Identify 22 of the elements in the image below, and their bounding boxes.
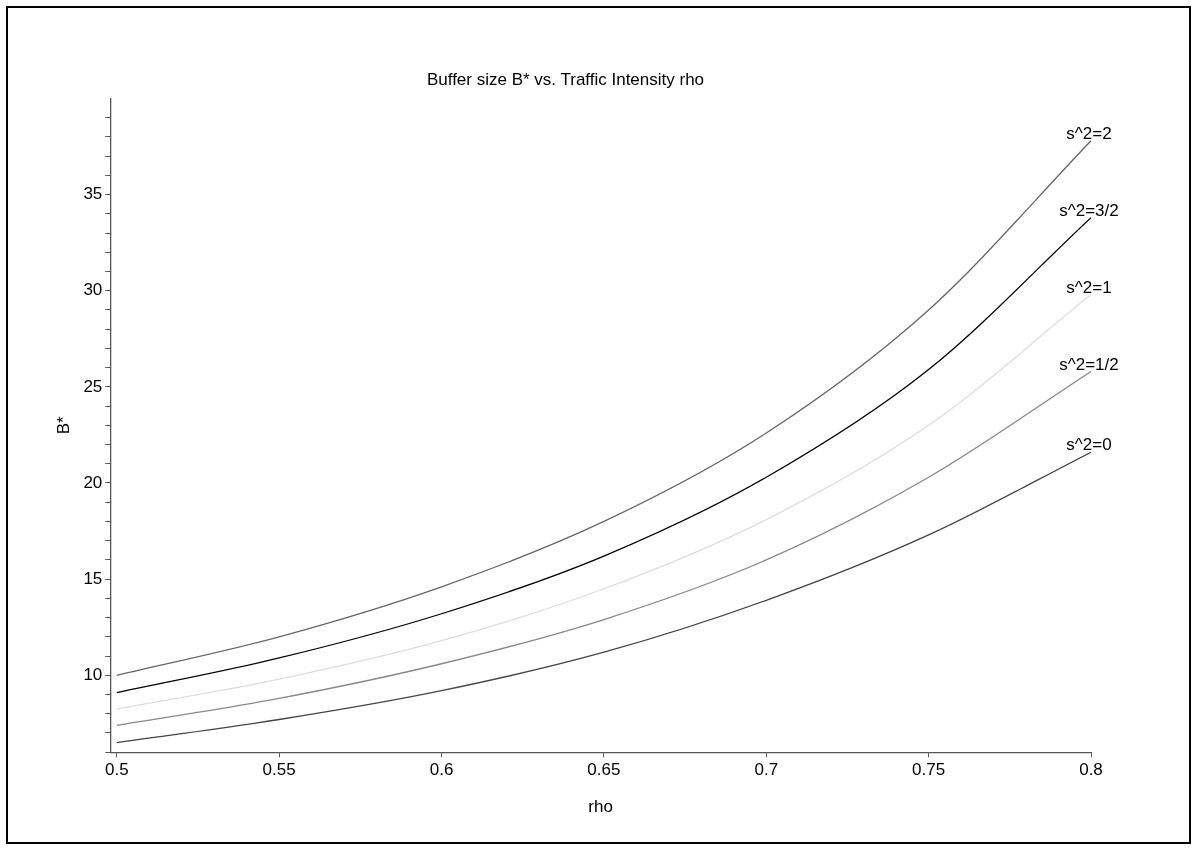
y-tick-label: 25 bbox=[83, 376, 103, 396]
series-label: s^2=1/2 bbox=[1059, 354, 1119, 374]
x-tick-label: 0.65 bbox=[587, 760, 621, 780]
chart-title: Buffer size B* vs. Traffic Intensity rho bbox=[426, 69, 705, 89]
x-tick-label: 0.7 bbox=[754, 760, 779, 780]
line-series bbox=[116, 451, 1091, 744]
y-tick-label: 20 bbox=[83, 472, 103, 492]
series-label: s^2=1 bbox=[1066, 277, 1112, 297]
y-tick-label: 10 bbox=[83, 664, 103, 684]
x-tick-label: 0.6 bbox=[429, 760, 454, 780]
series-label: s^2=3/2 bbox=[1059, 200, 1119, 220]
y-axis-title: B* bbox=[53, 415, 73, 435]
series-label: s^2=0 bbox=[1066, 435, 1112, 455]
x-tick-label: 0.55 bbox=[262, 760, 296, 780]
x-tick-label: 0.5 bbox=[104, 760, 129, 780]
x-tick-label: 0.8 bbox=[1079, 760, 1103, 780]
x-tick-label: 0.75 bbox=[912, 760, 946, 780]
series-label: s^2=2 bbox=[1066, 123, 1112, 143]
y-tick-label: 15 bbox=[83, 568, 103, 588]
x-axis-title: rho bbox=[588, 797, 613, 817]
y-tick-label: 30 bbox=[83, 280, 103, 300]
y-tick-label: 35 bbox=[83, 184, 103, 204]
